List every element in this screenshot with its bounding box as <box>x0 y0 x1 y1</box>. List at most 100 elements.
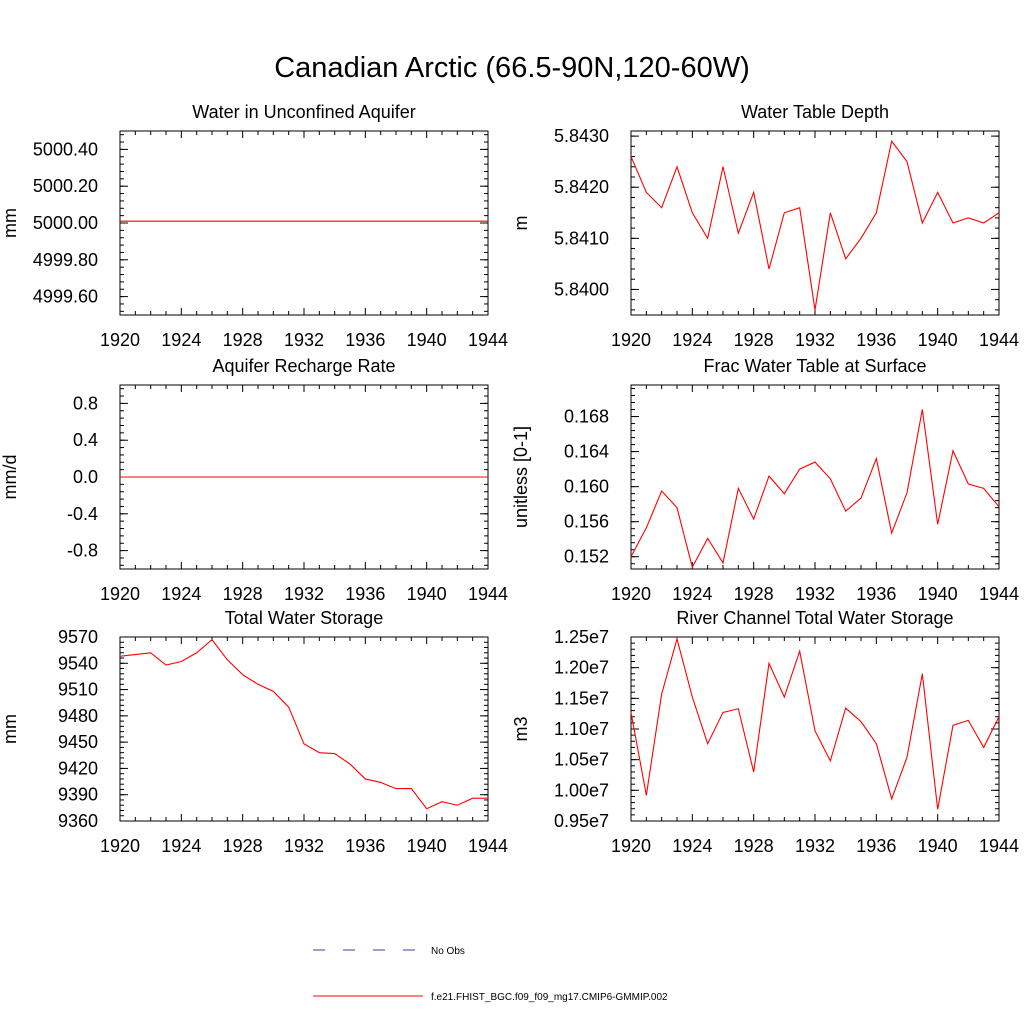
y-tick-label: 9360 <box>58 811 98 831</box>
panel-title: Frac Water Table at Surface <box>703 356 926 376</box>
x-tick-label: 1936 <box>345 330 385 350</box>
x-tick-label: 1940 <box>407 584 447 604</box>
x-tick-label: 1936 <box>856 330 896 350</box>
x-tick-label: 1936 <box>345 836 385 856</box>
panel-title: Aquifer Recharge Rate <box>212 356 395 376</box>
y-tick-label: 1.05e7 <box>554 750 609 770</box>
y-tick-label: 9510 <box>58 680 98 700</box>
x-tick-label: 1924 <box>672 836 712 856</box>
plot-frame <box>119 636 489 822</box>
legend: No Obs f.e21.FHIST_BGC.f09_f09_mg17.CMIP6… <box>313 946 668 1003</box>
x-tick-label: 1924 <box>672 330 712 350</box>
panel-title: Water in Unconfined Aquifer <box>192 102 415 122</box>
plot-frame <box>630 130 1000 316</box>
y-tick-label: 1.15e7 <box>554 688 609 708</box>
y-tick-label: 5.8410 <box>554 228 609 248</box>
y-tick-label: 0.95e7 <box>554 811 609 831</box>
y-axis-label: mm/d <box>0 455 20 500</box>
x-tick-label: 1936 <box>345 584 385 604</box>
x-tick-label: 1920 <box>611 836 651 856</box>
x-tick-label: 1932 <box>284 584 324 604</box>
y-tick-label: 0.4 <box>73 430 98 450</box>
series-line <box>119 638 488 810</box>
x-tick-label: 1928 <box>734 330 774 350</box>
y-axis-label: m3 <box>511 716 531 741</box>
panel-3: Aquifer Recharge Rate mm/d 1920 1924 1928 193… <box>0 356 508 604</box>
x-tick-label: 1936 <box>856 836 896 856</box>
x-tick-label: 1928 <box>734 584 774 604</box>
panel-title: Total Water Storage <box>225 608 383 628</box>
y-tick-label: 1.00e7 <box>554 780 609 800</box>
y-tick-label: 9480 <box>58 706 98 726</box>
x-tick-label: 1932 <box>284 330 324 350</box>
x-tick-label: 1944 <box>979 330 1019 350</box>
series-line <box>630 409 1000 569</box>
plot-frame <box>119 130 489 316</box>
x-tick-label: 1924 <box>161 836 201 856</box>
x-tick-label: 1944 <box>468 836 508 856</box>
y-tick-label: 4999.60 <box>33 287 98 307</box>
y-axis-label: m <box>511 216 531 231</box>
x-tick-label: 1920 <box>611 330 651 350</box>
y-axis-label: unitless [0-1] <box>511 426 531 528</box>
y-tick-label: 0.8 <box>73 393 98 413</box>
x-tick-label: 1928 <box>223 330 263 350</box>
x-tick-label: 1944 <box>979 584 1019 604</box>
y-tick-label: 5000.00 <box>33 213 98 233</box>
x-tick-label: 1936 <box>856 584 896 604</box>
x-tick-label: 1920 <box>100 330 140 350</box>
x-tick-label: 1928 <box>734 836 774 856</box>
y-tick-label: -0.4 <box>67 504 98 524</box>
y-tick-label: 1.25e7 <box>554 627 609 647</box>
y-tick-label: 0.152 <box>564 547 609 567</box>
main-title: Canadian Arctic (66.5-90N,120-60W) <box>274 52 750 84</box>
y-tick-label: 5000.40 <box>33 139 98 159</box>
y-tick-label: 9570 <box>58 627 98 647</box>
y-tick-label: 5.8400 <box>554 279 609 299</box>
x-tick-label: 1940 <box>407 836 447 856</box>
y-tick-label: 0.164 <box>564 442 609 462</box>
x-tick-label: 1940 <box>918 584 958 604</box>
panel-title: Water Table Depth <box>741 102 889 122</box>
x-tick-label: 1924 <box>672 584 712 604</box>
y-axis-label: mm <box>0 208 20 238</box>
x-tick-label: 1940 <box>918 330 958 350</box>
x-tick-label: 1944 <box>979 836 1019 856</box>
x-tick-label: 1920 <box>100 836 140 856</box>
y-tick-label: -0.8 <box>67 541 98 561</box>
y-tick-label: 5.8430 <box>554 126 609 146</box>
y-tick-label: 9390 <box>58 785 98 805</box>
x-tick-label: 1932 <box>284 836 324 856</box>
y-tick-label: 5000.20 <box>33 176 98 196</box>
x-tick-label: 1932 <box>795 330 835 350</box>
y-tick-label: 0.160 <box>564 477 609 497</box>
x-tick-label: 1928 <box>223 836 263 856</box>
x-tick-label: 1944 <box>468 330 508 350</box>
y-tick-label: 4999.80 <box>33 250 98 270</box>
panel-6: River Channel Total Water Storage m3 1920 1… <box>511 608 1019 856</box>
y-axis-label: mm <box>0 714 20 744</box>
panel-2: Water Table Depth m 1920 1924 1928 1932 1936 19… <box>511 102 1019 350</box>
x-tick-label: 1928 <box>223 584 263 604</box>
panel-1: Water in Unconfined Aquifer mm 1920 1924 192… <box>0 102 508 350</box>
x-tick-label: 1932 <box>795 584 835 604</box>
x-tick-label: 1940 <box>407 330 447 350</box>
legend-label: No Obs <box>431 946 465 957</box>
y-tick-label: 5.8420 <box>554 177 609 197</box>
y-tick-label: 1.20e7 <box>554 658 609 678</box>
y-tick-label: 0.168 <box>564 407 609 427</box>
x-tick-label: 1940 <box>918 836 958 856</box>
panel-4: Frac Water Table at Surface unitless [0-1… <box>511 356 1019 604</box>
y-tick-label: 9540 <box>58 653 98 673</box>
x-tick-label: 1920 <box>100 584 140 604</box>
series-line <box>630 636 1000 810</box>
legend-label: f.e21.FHIST_BGC.f09_f09_mg17.CMIP6-GMMIP… <box>431 992 668 1003</box>
panel-5: Total Water Storage mm 1920 1924 1928 1932 193… <box>0 608 508 856</box>
x-tick-label: 1920 <box>611 584 651 604</box>
x-tick-label: 1944 <box>468 584 508 604</box>
x-tick-label: 1924 <box>161 330 201 350</box>
y-tick-label: 9450 <box>58 732 98 752</box>
y-tick-label: 0.0 <box>73 467 98 487</box>
y-tick-label: 0.156 <box>564 512 609 532</box>
